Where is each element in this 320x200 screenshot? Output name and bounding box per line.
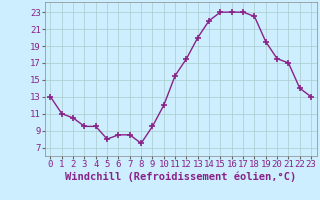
X-axis label: Windchill (Refroidissement éolien,°C): Windchill (Refroidissement éolien,°C)	[65, 172, 296, 182]
